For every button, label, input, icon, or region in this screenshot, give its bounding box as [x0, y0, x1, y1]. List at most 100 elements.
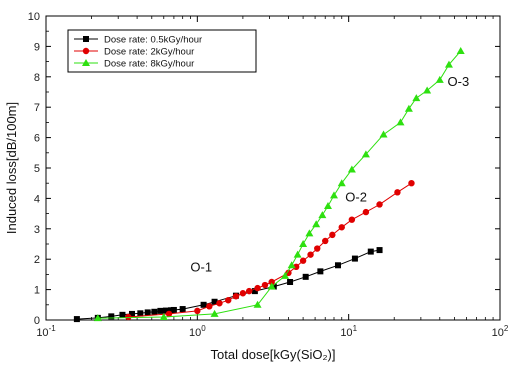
data-point	[293, 250, 302, 258]
data-point	[394, 189, 401, 196]
legend-box	[67, 29, 257, 73]
data-point	[225, 297, 232, 304]
series-label-3: O-3	[448, 74, 470, 89]
series-label-1: O-1	[190, 259, 212, 274]
data-point	[239, 290, 247, 297]
data-point	[144, 309, 151, 316]
data-point	[216, 300, 223, 307]
data-point	[302, 273, 309, 280]
x-axis-title: Total dose[kGy(SiO₂)]	[211, 347, 336, 362]
data-point	[73, 316, 80, 323]
data-point	[396, 118, 405, 126]
data-point	[347, 165, 356, 173]
axis-ticks: 0 1 2 3 4 5 6 7 8 9 10 10-1 100 101 102	[28, 11, 509, 339]
data-point	[337, 179, 346, 187]
data-point	[412, 94, 421, 102]
data-point	[93, 314, 102, 322]
series-annotations: O-1 O-2 O-3	[190, 74, 469, 274]
data-point	[165, 310, 173, 318]
data-point	[376, 247, 383, 254]
data-point	[348, 216, 356, 223]
data-point	[322, 237, 329, 245]
data-point	[307, 251, 314, 258]
data-point	[376, 201, 383, 208]
data-point	[251, 288, 258, 295]
legend-marker	[82, 59, 90, 66]
data-point	[435, 75, 444, 83]
data-point	[285, 269, 292, 277]
data-point	[338, 224, 345, 231]
data-point	[253, 300, 262, 308]
data-point	[206, 303, 213, 310]
data-point	[162, 307, 169, 314]
data-point	[351, 255, 358, 262]
data-point	[108, 313, 115, 320]
y-tick-label: 9	[34, 41, 40, 53]
data-point	[362, 208, 370, 216]
y-tick-label: 8	[34, 72, 40, 84]
y-tick-label: 2	[34, 254, 40, 266]
legend-entry: Dose rate: 2kGy/hour	[104, 47, 194, 58]
y-tick-label: 4	[34, 193, 40, 205]
data-point	[128, 310, 135, 317]
data-point	[444, 60, 453, 68]
data-point	[194, 307, 201, 315]
data-point	[159, 312, 168, 320]
data-point	[312, 220, 321, 228]
series-layer	[73, 46, 465, 323]
data-point	[305, 229, 314, 237]
data-point	[334, 262, 341, 269]
x-tick-label: 100	[189, 324, 206, 339]
data-point	[179, 306, 186, 313]
data-point	[408, 180, 415, 187]
data-point	[268, 278, 275, 286]
data-point	[211, 298, 218, 305]
data-point	[317, 268, 324, 275]
y-tick-label: 5	[34, 163, 40, 175]
data-point	[404, 104, 413, 112]
data-point	[137, 310, 144, 317]
data-point	[119, 311, 126, 318]
y-tick-label: 6	[34, 133, 40, 145]
data-point	[323, 202, 332, 209]
data-point	[261, 281, 269, 289]
y-tick-label: 0	[34, 315, 40, 327]
data-point	[170, 306, 177, 313]
x-tick-label: 102	[492, 324, 509, 339]
data-point	[151, 308, 158, 315]
series-2	[125, 180, 415, 321]
data-point	[254, 284, 261, 292]
y-tick-label: 7	[34, 102, 40, 114]
data-point	[299, 240, 308, 247]
y-tick-label: 3	[34, 224, 40, 236]
data-point	[287, 261, 296, 269]
data-point	[379, 130, 388, 138]
data-point	[125, 313, 132, 321]
data-point	[299, 257, 307, 264]
data-point	[292, 263, 300, 270]
data-point	[329, 231, 336, 239]
data-point	[232, 293, 240, 300]
y-tick-label: 1	[34, 285, 40, 297]
data-point	[200, 301, 207, 308]
series-3	[93, 46, 465, 322]
y-tick-label: 10	[28, 11, 40, 23]
data-point	[456, 46, 465, 54]
legend-entry: Dose rate: 8kGy/hour	[104, 59, 194, 70]
series-label-2: O-2	[345, 189, 367, 204]
legend-marker	[82, 47, 90, 55]
data-point	[330, 191, 339, 199]
legend-entry: Dose rate: 0.5kGy/hour	[104, 35, 202, 46]
data-point	[281, 271, 290, 279]
data-point	[314, 245, 321, 252]
y-axis-title: Induced loss[dB/100m]	[4, 102, 19, 234]
legend-marker	[83, 36, 89, 42]
data-point	[318, 211, 327, 219]
data-point	[361, 150, 370, 158]
data-point	[287, 279, 294, 285]
data-point	[245, 287, 253, 295]
data-point	[210, 309, 219, 317]
x-tick-label: 10-1	[36, 324, 56, 339]
